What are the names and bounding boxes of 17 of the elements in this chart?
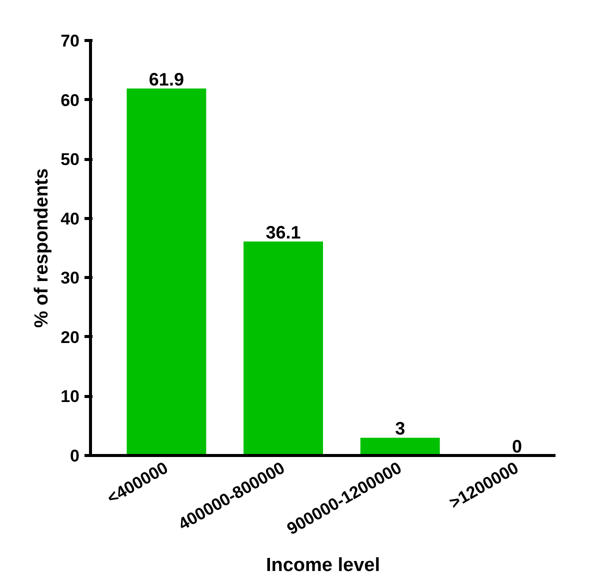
data-label: 61.9 xyxy=(148,70,184,90)
x-axis-title: Income level xyxy=(266,554,380,576)
y-tick-label: 10 xyxy=(60,387,80,406)
y-tick-label: 70 xyxy=(60,32,80,50)
y-tick-label: 50 xyxy=(60,150,80,170)
y-tick-label: 60 xyxy=(60,90,80,110)
bar xyxy=(360,438,440,456)
y-tick-label: 0 xyxy=(70,446,80,466)
y-axis-title: % of respondents xyxy=(32,168,53,328)
data-label: 0 xyxy=(512,436,522,456)
y-tick-label: 30 xyxy=(60,268,80,288)
bar xyxy=(244,241,323,456)
data-label: 36.1 xyxy=(266,222,301,242)
y-tick-label: 20 xyxy=(60,328,80,347)
data-label: 3 xyxy=(395,418,406,439)
y-tick-label: 40 xyxy=(60,209,80,228)
bar xyxy=(126,88,206,456)
